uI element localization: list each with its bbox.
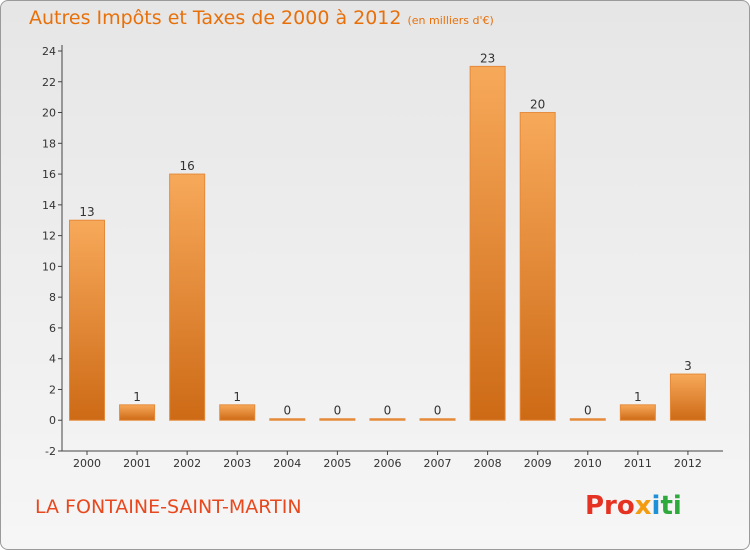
data-label-2004: 0	[283, 404, 291, 418]
chart-bars	[69, 65, 706, 421]
y-tick-label: 16	[42, 168, 56, 181]
y-tick-label: 18	[42, 137, 56, 150]
y-tick-label: 0	[49, 414, 56, 427]
commune-name: LA FONTAINE-SAINT-MARTIN	[35, 496, 302, 518]
data-label-2005: 0	[334, 404, 342, 418]
data-label-2006: 0	[384, 404, 392, 418]
data-label-2009: 20	[530, 98, 545, 112]
bar-2002	[169, 173, 206, 421]
logo-part-4: ti	[660, 491, 682, 521]
data-label-2002: 16	[180, 159, 195, 173]
bar-2001	[119, 404, 156, 421]
x-tick-label-2006: 2006	[373, 457, 401, 470]
y-tick-label: 8	[49, 291, 56, 304]
logo-part-3: i	[651, 491, 661, 521]
bar-2008	[469, 65, 506, 421]
y-tick-label: 4	[49, 353, 56, 366]
x-tick-label-2005: 2005	[323, 457, 351, 470]
y-tick-label: 22	[42, 76, 56, 89]
bar-2011	[619, 404, 656, 421]
x-tick-label-2007: 2007	[424, 457, 452, 470]
x-tick-label-2012: 2012	[674, 457, 702, 470]
x-tick-label-2000: 2000	[73, 457, 101, 470]
data-label-2010: 0	[584, 404, 592, 418]
data-label-2007: 0	[434, 404, 442, 418]
x-tick-label-2004: 2004	[273, 457, 301, 470]
bar-2010	[569, 418, 606, 421]
x-tick-label-2001: 2001	[123, 457, 151, 470]
y-tick-label: 6	[49, 322, 56, 335]
bar-2007	[419, 418, 456, 421]
y-tick-label: 14	[42, 199, 56, 212]
data-label-2012: 3	[684, 359, 692, 373]
bar-2009	[519, 112, 556, 421]
chart-subtitle: (en milliers d'€)	[407, 14, 494, 27]
data-label-2001: 1	[133, 390, 141, 404]
y-tick-label: 10	[42, 260, 56, 273]
y-tick-label: 20	[42, 107, 56, 120]
x-tick-label-2009: 2009	[524, 457, 552, 470]
x-tick-label-2010: 2010	[574, 457, 602, 470]
logo-part-2: x	[634, 491, 652, 521]
bar-2004	[269, 418, 306, 421]
y-tick-label: 24	[42, 45, 56, 58]
x-tick-label-2008: 2008	[474, 457, 502, 470]
chart-title: Autres Impôts et Taxes de 2000 à 2012 (en…	[29, 7, 494, 29]
data-label-2008: 23	[480, 51, 495, 65]
chart-title-text: Autres Impôts et Taxes de 2000 à 2012	[29, 7, 402, 29]
y-tick-label: -2	[45, 445, 56, 458]
data-label-2011: 1	[634, 390, 642, 404]
bar-2003	[219, 404, 256, 421]
y-tick-label: 12	[42, 230, 56, 243]
bar-2012	[669, 373, 706, 421]
bar-2000	[69, 219, 105, 421]
bar-2006	[369, 418, 406, 421]
bar-2005	[319, 418, 356, 421]
data-label-2000: 13	[79, 205, 94, 219]
data-label-2003: 1	[233, 390, 241, 404]
proxiti-logo[interactable]: Proxiti	[585, 491, 682, 521]
x-tick-label-2003: 2003	[223, 457, 251, 470]
y-tick-label: 2	[49, 383, 56, 396]
x-tick-label-2011: 2011	[624, 457, 652, 470]
logo-part-1: Pro	[585, 491, 635, 521]
x-tick-label-2002: 2002	[173, 457, 201, 470]
